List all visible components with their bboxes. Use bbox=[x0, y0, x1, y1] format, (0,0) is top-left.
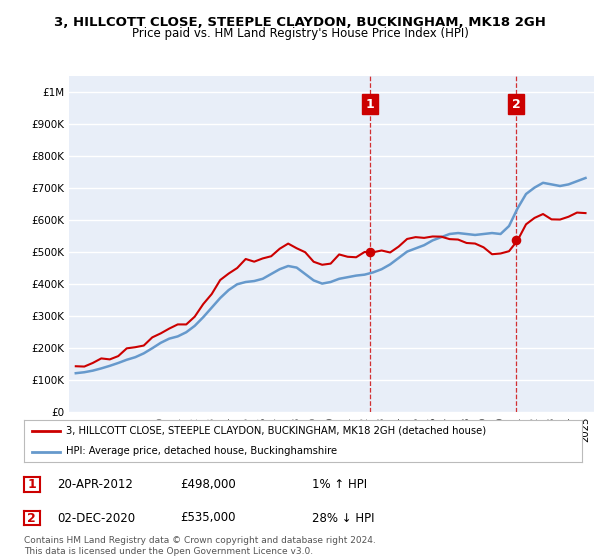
Text: 3, HILLCOTT CLOSE, STEEPLE CLAYDON, BUCKINGHAM, MK18 2GH: 3, HILLCOTT CLOSE, STEEPLE CLAYDON, BUCK… bbox=[54, 16, 546, 29]
Point bbox=[511, 236, 521, 245]
Text: 1: 1 bbox=[365, 98, 374, 111]
Text: Contains HM Land Registry data © Crown copyright and database right 2024.
This d: Contains HM Land Registry data © Crown c… bbox=[24, 536, 376, 556]
Text: 1% ↑ HPI: 1% ↑ HPI bbox=[312, 478, 367, 491]
Text: HPI: Average price, detached house, Buckinghamshire: HPI: Average price, detached house, Buck… bbox=[66, 446, 337, 456]
Text: 3, HILLCOTT CLOSE, STEEPLE CLAYDON, BUCKINGHAM, MK18 2GH (detached house): 3, HILLCOTT CLOSE, STEEPLE CLAYDON, BUCK… bbox=[66, 426, 486, 436]
Text: 1: 1 bbox=[28, 478, 36, 491]
Text: 20-APR-2012: 20-APR-2012 bbox=[57, 478, 133, 491]
Text: £535,000: £535,000 bbox=[180, 511, 235, 525]
Text: 02-DEC-2020: 02-DEC-2020 bbox=[57, 511, 135, 525]
Text: 2: 2 bbox=[28, 511, 36, 525]
Text: 28% ↓ HPI: 28% ↓ HPI bbox=[312, 511, 374, 525]
Text: 2: 2 bbox=[512, 98, 521, 111]
Point bbox=[365, 248, 374, 256]
Text: £498,000: £498,000 bbox=[180, 478, 236, 491]
Text: Price paid vs. HM Land Registry's House Price Index (HPI): Price paid vs. HM Land Registry's House … bbox=[131, 27, 469, 40]
